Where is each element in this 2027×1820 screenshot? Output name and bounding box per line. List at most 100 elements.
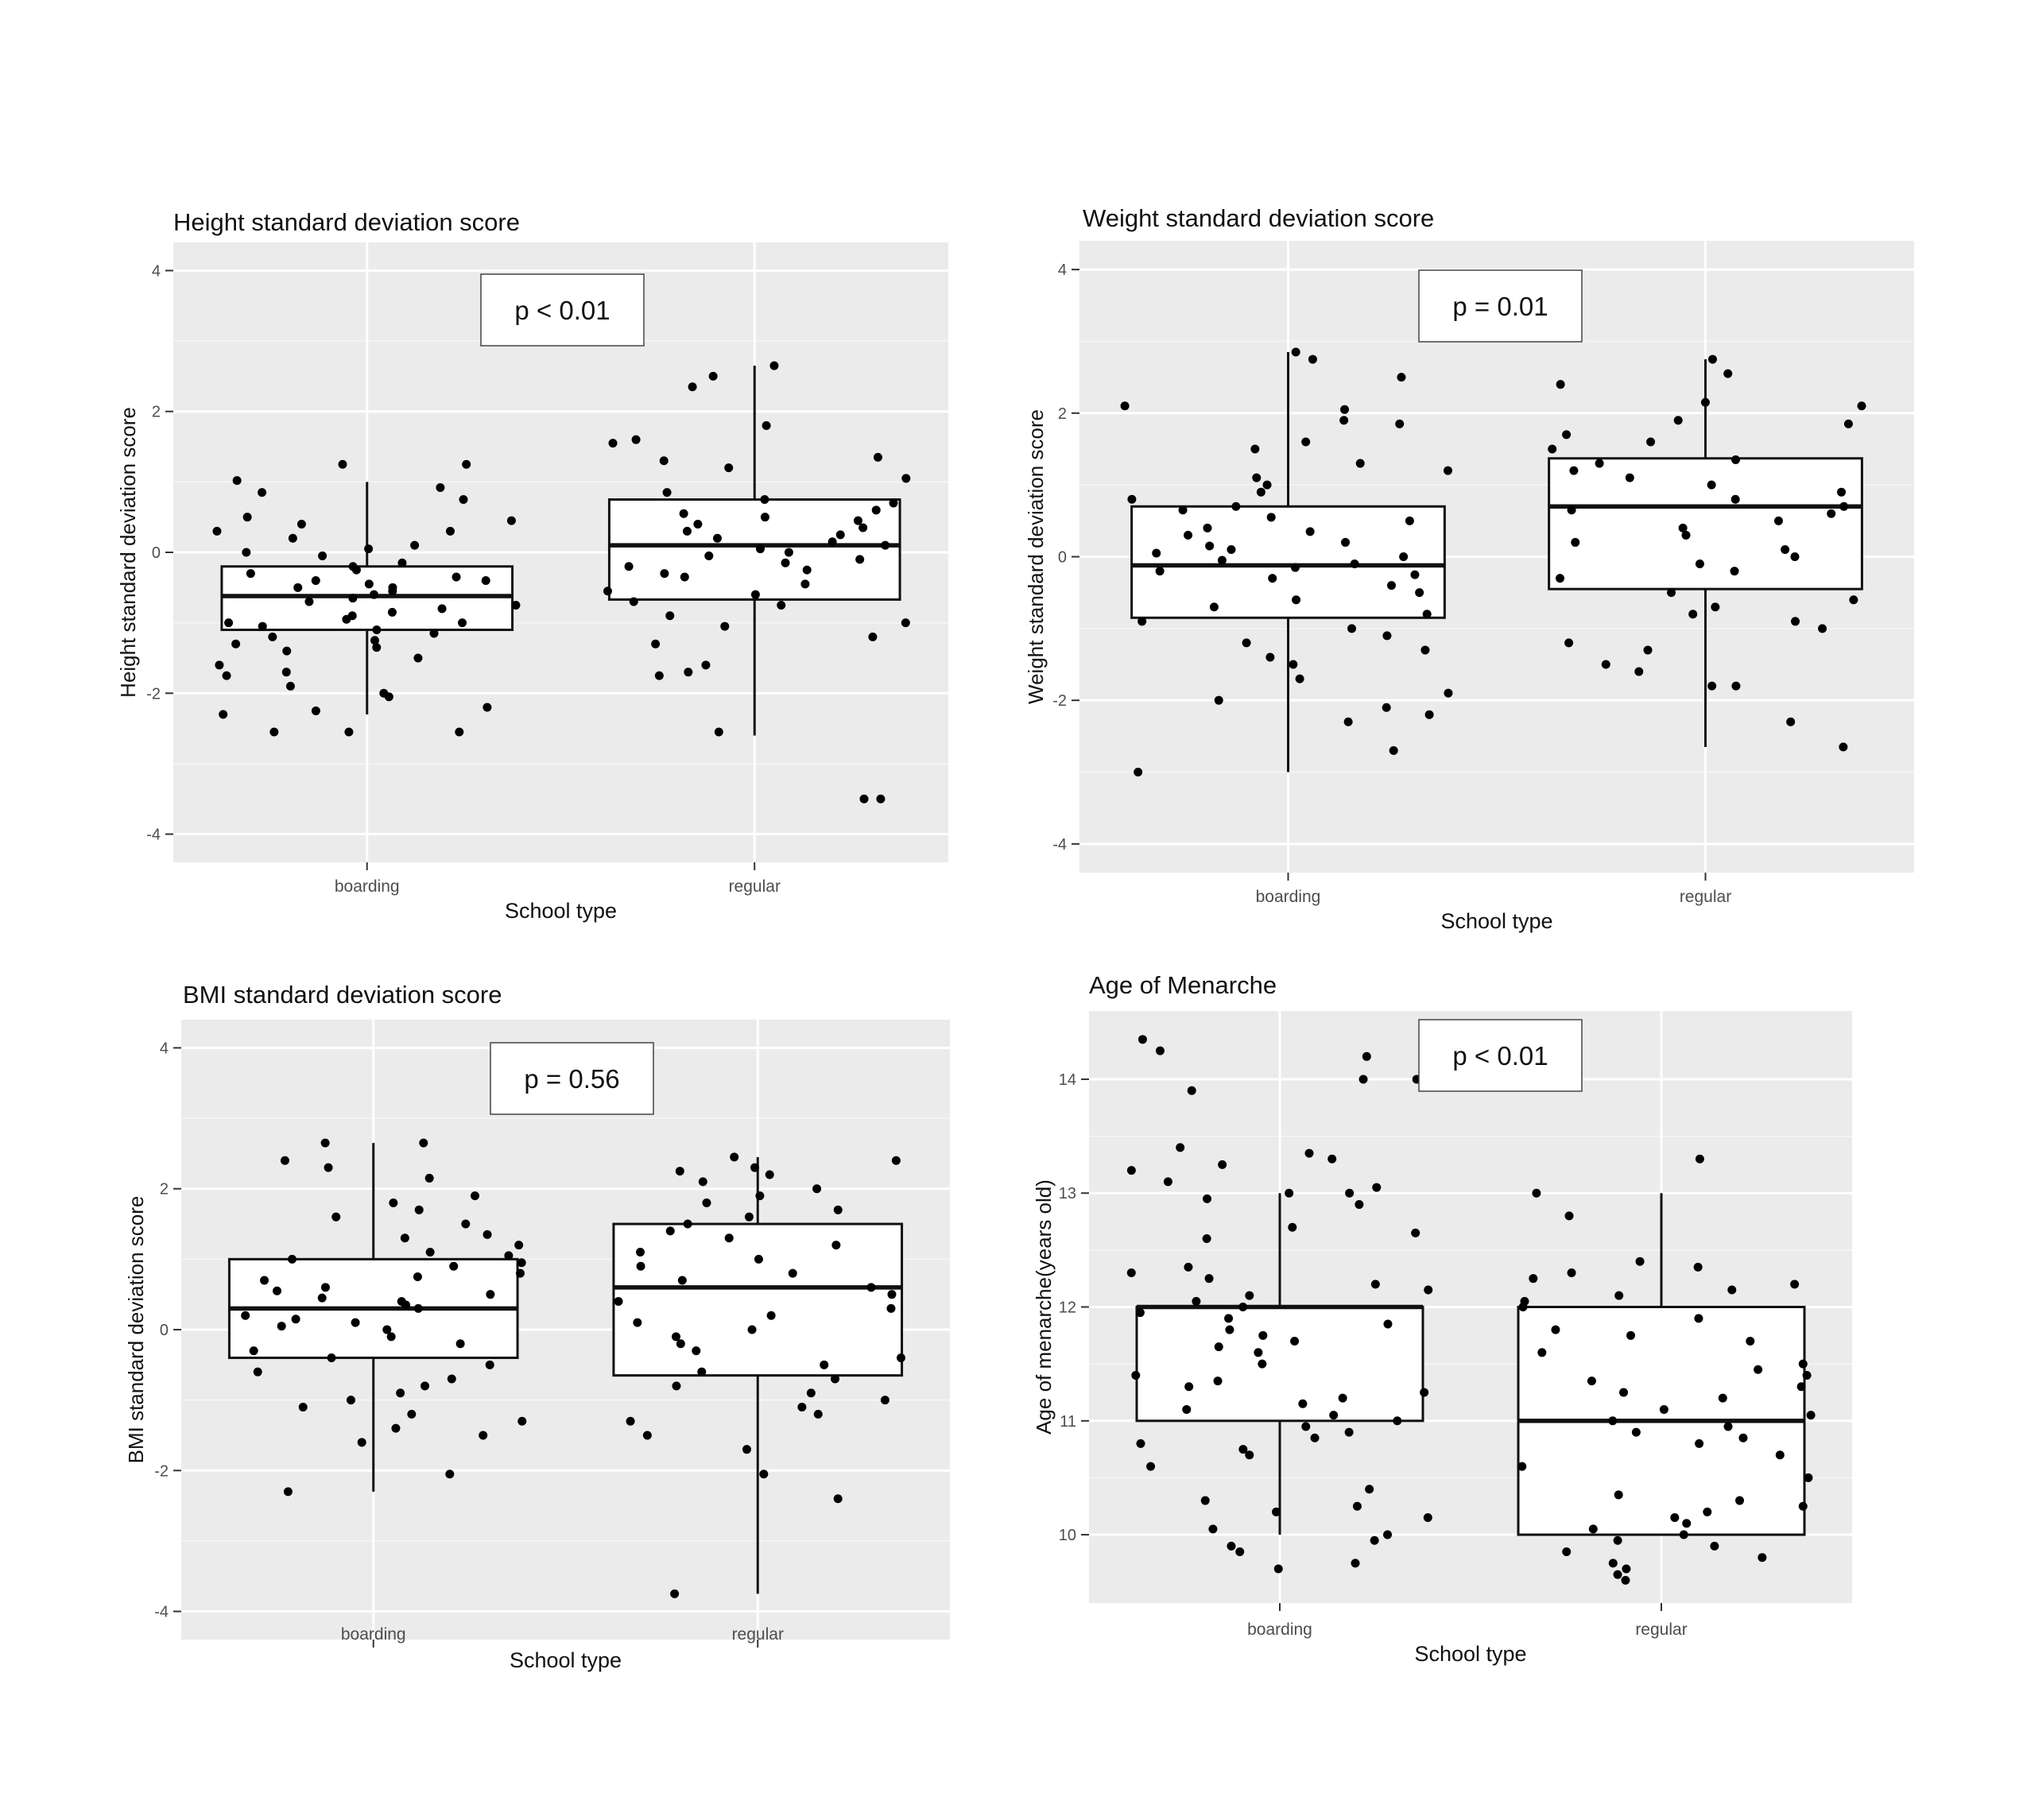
data-point: [445, 526, 455, 536]
data-point: [636, 1261, 645, 1271]
data-point: [285, 681, 295, 691]
y-tick-label: 2: [160, 1181, 169, 1198]
data-point: [806, 1388, 816, 1398]
data-point: [1155, 1046, 1165, 1055]
y-tick-label: -2: [1052, 692, 1067, 710]
data-point: [802, 565, 812, 575]
data-point: [704, 551, 714, 560]
data-point: [388, 587, 397, 596]
data-point: [1707, 681, 1717, 691]
y-tick-label: -4: [1052, 836, 1067, 854]
data-point: [1619, 1388, 1629, 1397]
data-point: [1746, 1336, 1755, 1346]
data-point: [1152, 548, 1161, 558]
data-point: [1843, 419, 1853, 428]
data-point: [1258, 1359, 1267, 1369]
data-point: [1372, 1183, 1382, 1192]
data-point: [269, 727, 279, 737]
data-point: [755, 1191, 765, 1201]
data-point: [629, 597, 638, 606]
data-point: [812, 1184, 822, 1194]
data-point: [1204, 1274, 1214, 1284]
data-point: [614, 1297, 623, 1307]
data-point: [1754, 1365, 1763, 1374]
data-point: [1344, 1427, 1354, 1437]
data-point: [1355, 1200, 1364, 1210]
data-point: [1138, 1035, 1147, 1044]
data-point: [1532, 1188, 1541, 1198]
data-point: [1786, 717, 1796, 726]
data-point: [242, 513, 252, 522]
data-point: [1214, 695, 1223, 705]
data-point: [813, 1409, 823, 1419]
x-tick-label: regular: [1635, 1621, 1687, 1639]
data-point: [1735, 1496, 1745, 1505]
data-point: [1791, 617, 1800, 626]
data-point: [835, 530, 845, 540]
data-point: [692, 1346, 701, 1356]
data-point: [1564, 1211, 1574, 1221]
data-point: [517, 1416, 527, 1426]
data-point: [1537, 1348, 1547, 1357]
data-point: [1567, 505, 1576, 515]
data-point: [1548, 444, 1557, 454]
data-point: [342, 614, 351, 624]
data-point: [760, 513, 769, 522]
data-point: [1424, 710, 1434, 719]
data-point: [724, 463, 734, 473]
data-point: [1567, 1268, 1576, 1278]
y-tick-label: 14: [1059, 1071, 1076, 1089]
data-point: [277, 1322, 286, 1331]
data-point: [901, 474, 911, 483]
data-point: [1758, 1553, 1767, 1562]
data-point: [1138, 617, 1147, 626]
data-point: [1608, 1559, 1618, 1568]
chart-title: Age of Menarche: [1089, 971, 1277, 999]
data-point: [429, 629, 439, 638]
data-point: [1301, 1422, 1311, 1431]
data-point: [1187, 1086, 1196, 1095]
y-tick-label: 4: [160, 1040, 169, 1057]
data-point: [1411, 1228, 1420, 1237]
data-point: [1695, 560, 1704, 569]
data-point: [858, 523, 868, 532]
data-point: [1341, 537, 1351, 547]
data-point: [369, 590, 378, 599]
data-point: [1555, 574, 1564, 583]
data-point: [425, 1248, 435, 1257]
data-point: [1227, 1541, 1236, 1551]
p-value-label: p = 0.56: [524, 1064, 619, 1094]
data-point: [1126, 1166, 1136, 1175]
data-point: [268, 632, 277, 641]
y-tick-label: -4: [154, 1604, 169, 1621]
data-point: [665, 1226, 675, 1236]
data-point: [1681, 530, 1691, 540]
x-tick-label: boarding: [341, 1625, 406, 1644]
data-point: [1399, 552, 1409, 561]
data-point: [797, 1403, 807, 1411]
data-point: [1163, 1177, 1172, 1187]
data-point: [1621, 1575, 1630, 1585]
data-point: [1387, 581, 1397, 591]
data-point: [1646, 437, 1656, 447]
data-point: [759, 1470, 769, 1479]
data-point: [1225, 1325, 1234, 1334]
data-point: [224, 618, 234, 628]
data-point: [317, 1293, 327, 1303]
data-point: [1256, 487, 1265, 497]
data-point: [1192, 1296, 1201, 1306]
data-point: [887, 1290, 897, 1299]
data-point: [683, 1219, 692, 1229]
data-point: [680, 572, 689, 582]
data-point: [447, 1374, 456, 1384]
data-point: [747, 1325, 757, 1334]
data-point: [1727, 1285, 1737, 1295]
y-tick-label: -4: [146, 827, 161, 844]
data-point: [1182, 1404, 1192, 1414]
data-point: [1517, 1462, 1527, 1471]
data-point: [1355, 459, 1365, 468]
data-point: [1203, 1194, 1212, 1203]
data-point: [1564, 638, 1574, 648]
data-point: [1155, 567, 1165, 576]
data-point: [853, 516, 862, 525]
